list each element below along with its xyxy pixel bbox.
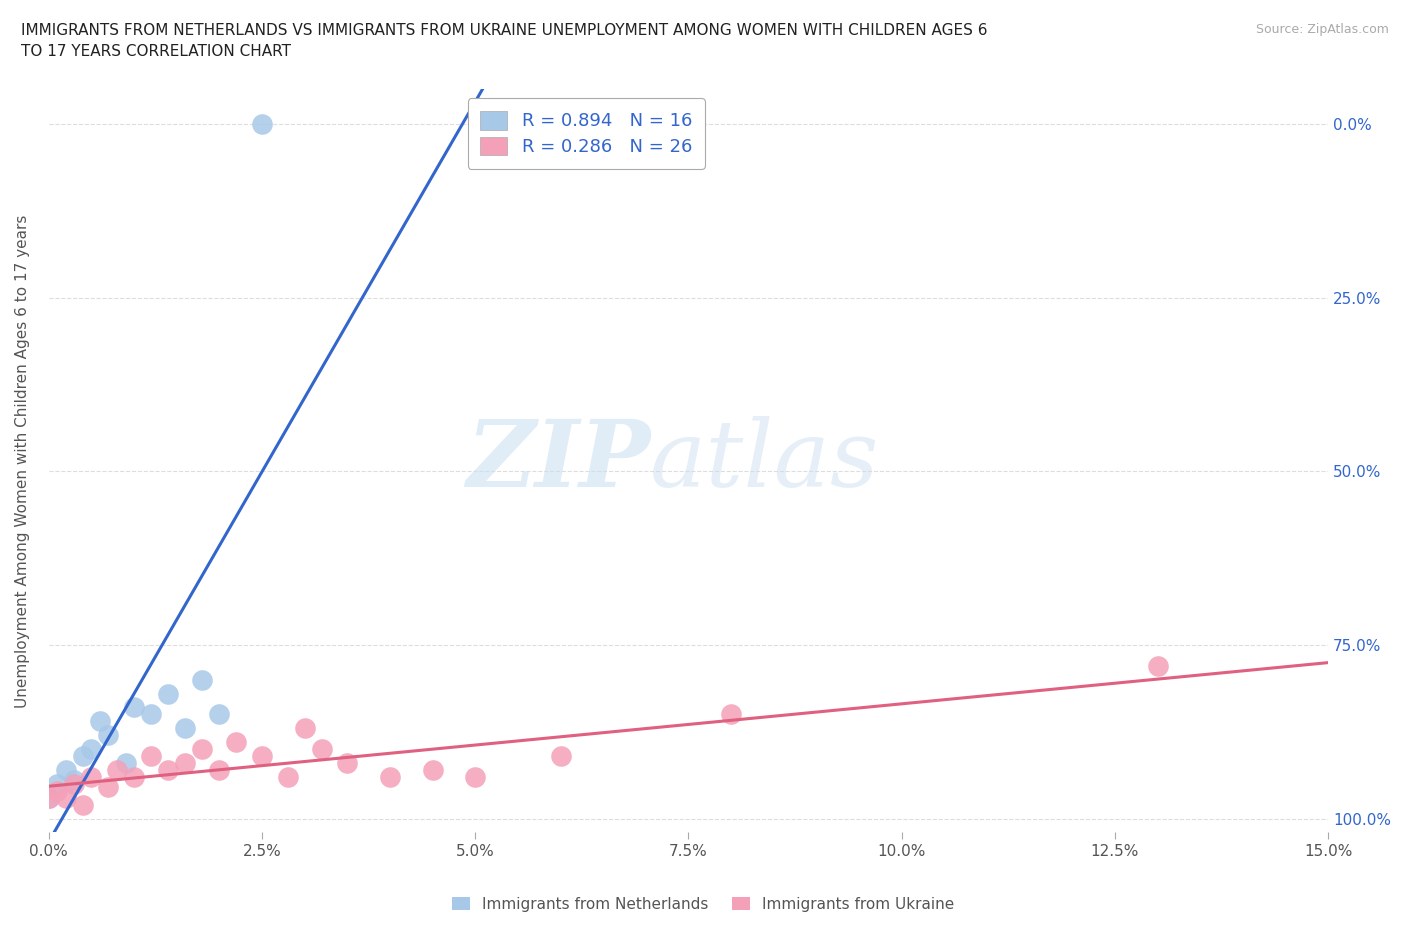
Point [55, 790, 77, 805]
Point [72, 749, 94, 764]
Point [97, 728, 120, 743]
Point [208, 763, 231, 777]
Point [46, 783, 69, 798]
Point [89, 714, 111, 729]
Point [422, 763, 444, 777]
Point [191, 672, 214, 687]
Point [72, 797, 94, 812]
Point [277, 769, 299, 784]
Point [174, 721, 197, 736]
Point [378, 769, 401, 784]
Point [250, 116, 273, 131]
Point [157, 763, 180, 777]
Point [38, 790, 60, 805]
Point [294, 721, 316, 736]
Legend: R = 0.894   N = 16, R = 0.286   N = 26: R = 0.894 N = 16, R = 0.286 N = 26 [468, 99, 704, 168]
Point [97, 780, 120, 795]
Point [311, 741, 333, 756]
Point [114, 755, 136, 770]
Point [105, 763, 128, 777]
Point [38, 790, 60, 805]
Point [122, 700, 145, 715]
Point [208, 707, 231, 722]
Point [139, 707, 162, 722]
Legend: Immigrants from Netherlands, Immigrants from Ukraine: Immigrants from Netherlands, Immigrants … [446, 891, 960, 918]
Point [191, 741, 214, 756]
Point [122, 769, 145, 784]
Y-axis label: Unemployment Among Women with Children Ages 6 to 17 years: Unemployment Among Women with Children A… [15, 214, 30, 708]
Text: Source: ZipAtlas.com: Source: ZipAtlas.com [1256, 23, 1389, 36]
Text: ZIP: ZIP [465, 416, 650, 506]
Point [250, 749, 273, 764]
Point [174, 755, 197, 770]
Point [1146, 658, 1168, 673]
Point [225, 735, 247, 750]
Point [63, 773, 86, 788]
Point [157, 686, 180, 701]
Point [464, 769, 486, 784]
Point [550, 749, 572, 764]
Point [80, 769, 103, 784]
Text: atlas: atlas [650, 416, 880, 506]
Point [63, 777, 86, 791]
Point [46, 777, 69, 791]
Point [55, 763, 77, 777]
Point [80, 741, 103, 756]
Point [139, 749, 162, 764]
Text: IMMIGRANTS FROM NETHERLANDS VS IMMIGRANTS FROM UKRAINE UNEMPLOYMENT AMONG WOMEN : IMMIGRANTS FROM NETHERLANDS VS IMMIGRANT… [21, 23, 987, 60]
Point [336, 755, 359, 770]
Point [720, 707, 742, 722]
